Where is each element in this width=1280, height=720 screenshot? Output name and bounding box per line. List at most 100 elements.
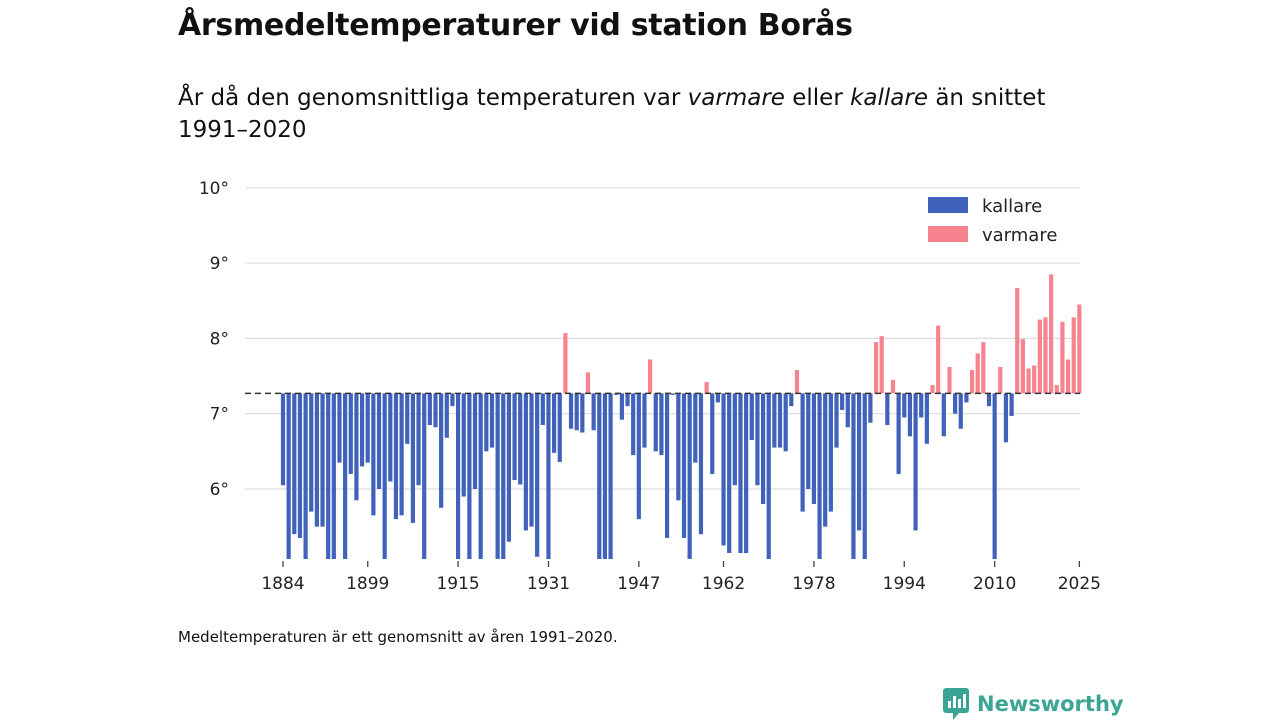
bar-1996 (913, 393, 918, 531)
bar-1888 (303, 393, 308, 559)
bar-1962 (721, 393, 726, 546)
bar-2018 (1037, 319, 1042, 394)
bar-1946 (631, 393, 636, 456)
gridlines: 6° 7° 8° 9° 10° (199, 179, 1080, 500)
bar-1968 (755, 393, 760, 486)
bar-2012 (1003, 393, 1009, 443)
legend-swatch-colder (928, 197, 968, 213)
bar-2000 (936, 325, 941, 394)
bar-1990 (879, 336, 884, 394)
bar-1917 (467, 393, 472, 559)
bar-1998 (924, 393, 929, 444)
chart-subtitle: År då den genomsnittliga temperaturen va… (178, 82, 1078, 146)
bar-1979 (817, 393, 822, 559)
bar-1948 (642, 393, 647, 448)
bar-1931 (546, 393, 551, 559)
y-tick-label: 6° (210, 480, 229, 500)
bar-2022 (1060, 321, 1065, 394)
bar-1967 (749, 393, 754, 441)
x-tick-label: 1978 (792, 574, 835, 594)
bar-1974 (789, 393, 794, 407)
subtitle-warm-word: varmare (687, 85, 785, 111)
x-tick-label: 1915 (436, 574, 479, 594)
bar-1969 (760, 393, 766, 505)
bar-1981 (828, 393, 833, 512)
bar-2002 (947, 367, 952, 394)
bar-1987 (862, 393, 867, 559)
bar-1977 (806, 393, 811, 489)
bar-1941 (602, 393, 608, 559)
bar-1918 (472, 393, 478, 489)
x-axis: 1884 1899 1915 1931 1947 1962 1978 1994 2010 2025 (261, 561, 1101, 594)
x-tick-label: 1884 (261, 574, 304, 594)
bar-1980 (823, 393, 828, 527)
bar-2020 (1049, 274, 1054, 394)
bar-2025 (1077, 304, 1082, 394)
bar-1922 (495, 393, 500, 559)
bar-1889 (309, 393, 314, 512)
bar-1937 (580, 393, 585, 433)
bar-1970 (766, 393, 771, 559)
bar-1906 (405, 393, 410, 444)
bar-1955 (681, 393, 687, 538)
x-tick-label: 1994 (883, 574, 926, 594)
x-tick-label: 2025 (1058, 574, 1101, 594)
y-tick-label: 9° (210, 254, 229, 274)
bar-1947 (636, 393, 641, 520)
bar-1943 (614, 393, 619, 395)
bar-1959 (704, 382, 709, 394)
bar-1982 (834, 393, 839, 448)
bar-1905 (399, 393, 404, 516)
bar-1901 (376, 393, 382, 489)
bar-1976 (800, 393, 805, 512)
bar-1975 (794, 370, 800, 394)
bar-1950 (653, 393, 658, 452)
bar-1971 (772, 393, 777, 448)
temperature-bar-chart: 6° 7° 8° 9° 10° 1884 1899 1915 1931 1947 1962 1978… (199, 179, 1101, 594)
bar-1942 (608, 393, 613, 559)
bar-1908 (416, 393, 421, 486)
bar-1954 (676, 393, 681, 501)
bars (280, 274, 1082, 559)
bar-1887 (297, 393, 303, 538)
bar-1995 (907, 393, 913, 437)
chart-title: Årsmedeltemperaturer vid station Borås (178, 8, 853, 43)
bar-2003 (953, 393, 958, 414)
bar-2024 (1071, 317, 1076, 394)
bar-2004 (958, 393, 963, 429)
bar-1927 (523, 393, 528, 531)
bar-2008 (981, 342, 986, 394)
subtitle-part-3: än snittet 1991–2020 (178, 85, 1046, 143)
bar-1960 (710, 393, 715, 474)
bar-1963 (727, 393, 732, 554)
x-tick-label: 2010 (973, 574, 1016, 594)
bar-1900 (371, 393, 376, 516)
bar-1890 (314, 393, 319, 527)
bar-1989 (873, 342, 879, 394)
bar-1894 (337, 393, 342, 463)
legend-swatch-warmer (928, 226, 968, 242)
bar-1978 (811, 393, 817, 505)
bar-1893 (331, 393, 336, 559)
brand-name: Newsworthy (977, 692, 1124, 716)
bar-1898 (359, 393, 365, 467)
bar-2011 (998, 367, 1003, 394)
bar-2007 (975, 353, 980, 394)
x-tick-label: 1947 (617, 574, 660, 594)
bar-1891 (320, 393, 325, 527)
x-tick-label: 1931 (527, 574, 570, 594)
bar-2023 (1065, 359, 1071, 394)
bar-1992 (890, 379, 896, 394)
bar-1988 (868, 393, 873, 423)
bar-1926 (518, 393, 523, 485)
bar-1991 (885, 393, 890, 425)
bar-1920 (484, 393, 489, 452)
bar-1985 (851, 393, 856, 559)
bar-1933 (557, 393, 562, 462)
bar-1956 (687, 393, 692, 559)
bar-1958 (698, 393, 704, 535)
bar-1921 (489, 393, 495, 448)
bar-2005 (964, 393, 969, 403)
bar-1896 (348, 393, 353, 474)
bar-1945 (625, 393, 630, 407)
